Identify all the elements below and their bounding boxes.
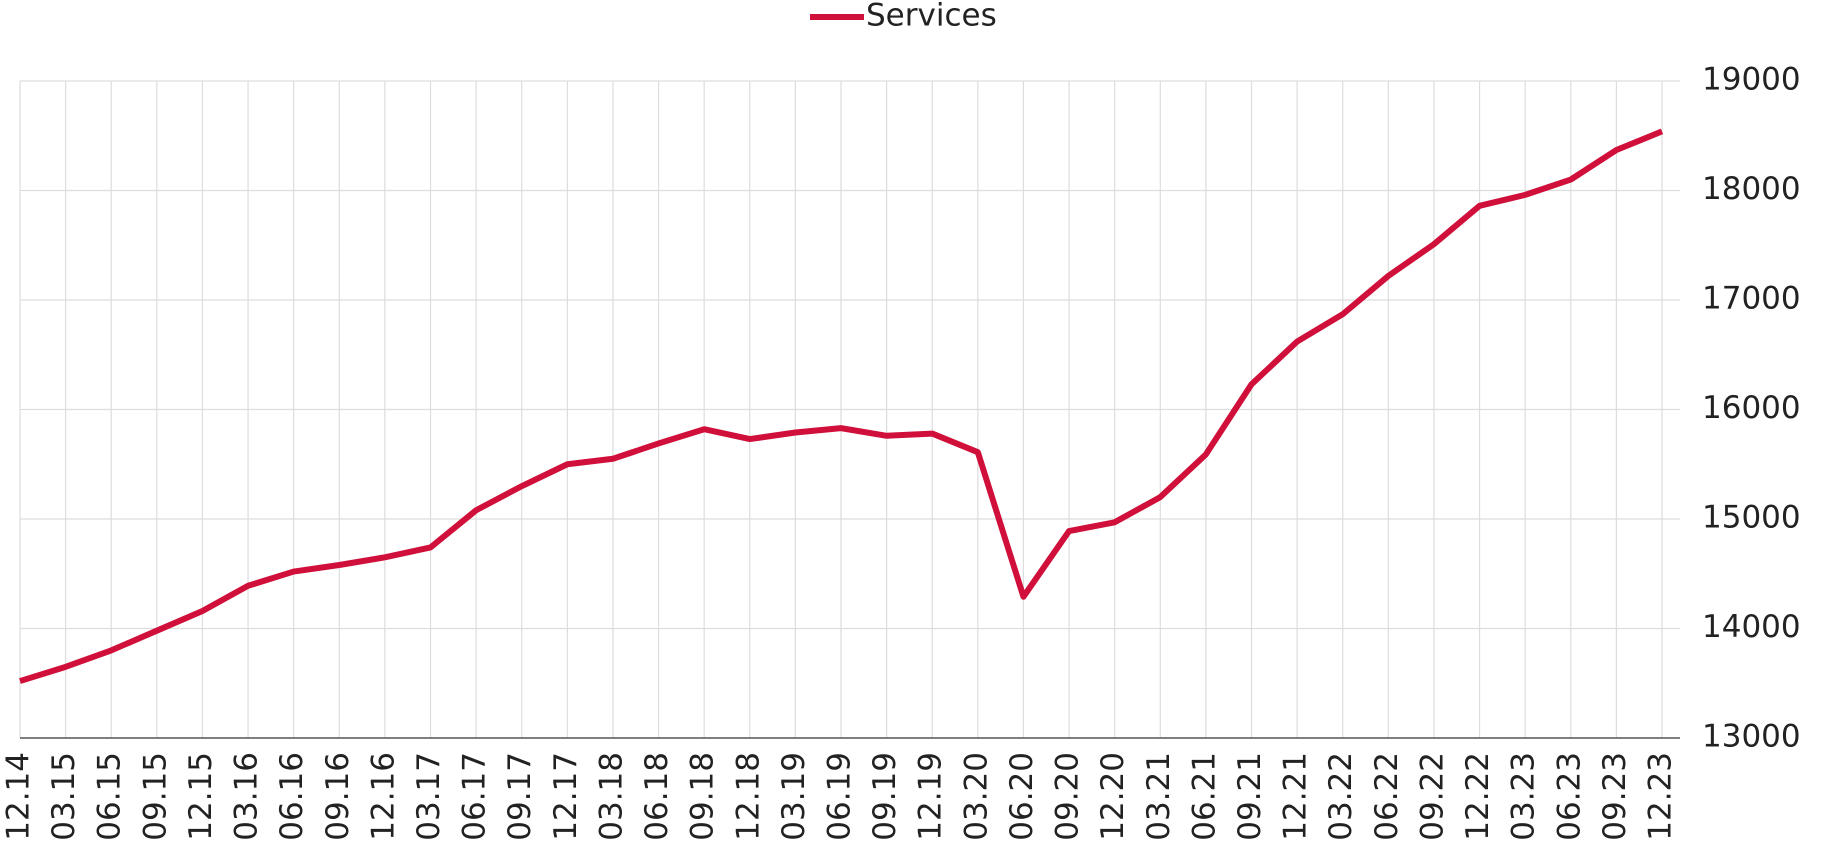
line xyxy=(19,128,1664,684)
x-tick-label: 12.20 xyxy=(1095,752,1131,841)
x-tick-label: 09.16 xyxy=(320,752,356,841)
x-tick-label: 12.15 xyxy=(183,752,219,841)
x-tick-label: 06.19 xyxy=(822,752,858,841)
x-tick-label: 09.17 xyxy=(502,752,538,841)
x-tick-label: 06.22 xyxy=(1369,752,1405,841)
x-tick-label: 12.22 xyxy=(1460,752,1496,841)
legend-label: Services xyxy=(866,0,997,34)
x-tick-label: 03.23 xyxy=(1506,752,1542,841)
x-tick-label: 03.21 xyxy=(1141,752,1177,841)
y-tick-label: 15000 xyxy=(1702,500,1801,536)
y-tick-label: 16000 xyxy=(1702,390,1801,426)
x-tick-label: 03.16 xyxy=(229,752,265,841)
y-tick-label: 14000 xyxy=(1702,609,1801,645)
x-tick-label: 12.16 xyxy=(365,752,401,841)
x-tick-label: 03.22 xyxy=(1323,752,1359,841)
x-tick-label: 06.18 xyxy=(639,752,675,841)
y-tick-label: 17000 xyxy=(1702,281,1801,317)
x-tick-label: 12.21 xyxy=(1278,752,1314,841)
x-tick-label: 09.18 xyxy=(685,752,721,841)
x-tick-label: 06.23 xyxy=(1551,752,1587,841)
x-tick-label: 06.15 xyxy=(92,752,128,841)
y-tick-label: 18000 xyxy=(1702,171,1801,207)
x-tick-label: 06.17 xyxy=(457,752,493,841)
x-tick-label: 06.20 xyxy=(1004,752,1040,841)
x-tick-label: 03.15 xyxy=(46,752,82,841)
x-tick-label: 12.23 xyxy=(1643,752,1679,841)
y-tick-label: 19000 xyxy=(1702,62,1801,98)
x-tick-label: 03.20 xyxy=(958,752,994,841)
x-tick-label: 09.15 xyxy=(137,752,173,841)
x-tick-label: 09.21 xyxy=(1232,752,1268,841)
x-tick-label: 12.14 xyxy=(1,752,37,841)
x-tick-label: 03.17 xyxy=(411,752,447,841)
x-tick-label: 12.18 xyxy=(730,752,766,841)
x-tick-label: 09.23 xyxy=(1597,752,1633,841)
x-tick-label: 09.20 xyxy=(1050,752,1086,841)
x-tick-label: 06.16 xyxy=(274,752,310,841)
x-tick-label: 03.18 xyxy=(593,752,629,841)
x-tick-label: 09.22 xyxy=(1414,752,1450,841)
y-tick-label: 13000 xyxy=(1702,719,1801,755)
x-tick-label: 09.19 xyxy=(867,752,903,841)
x-tick-label: 03.19 xyxy=(776,752,812,841)
x-tick-label: 12.19 xyxy=(913,752,949,841)
x-tick-label: 12.17 xyxy=(548,752,584,841)
x-tick-label: 06.21 xyxy=(1186,752,1222,841)
